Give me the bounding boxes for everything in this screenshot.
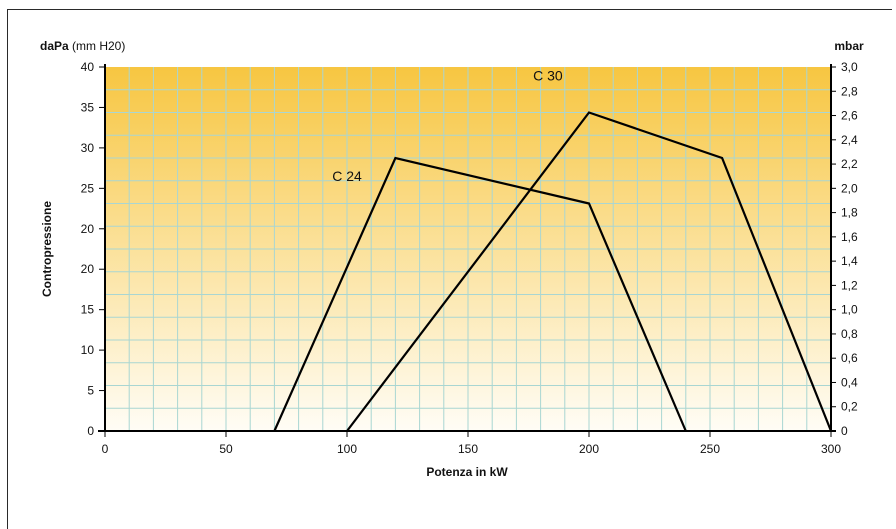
series-line-c-24 <box>273 156 687 432</box>
right-unit-label: mbar <box>834 39 864 53</box>
y-axis-title: Contropressione <box>40 201 54 297</box>
y-tick-label-right: 2,6 <box>841 109 858 123</box>
series-label-c-30: C 30 <box>533 68 563 84</box>
grid <box>105 67 831 431</box>
y-tick-label-right: 1,8 <box>841 206 858 220</box>
y-tick-label-right: 1,2 <box>841 278 858 292</box>
series-group: C 24 C 30 <box>273 68 833 432</box>
y-tick-label-right: 2,0 <box>841 181 858 195</box>
y-tick-label-right: 0,6 <box>841 351 858 365</box>
x-tick-label: 300 <box>821 442 841 456</box>
x-tick-label: 0 <box>102 442 109 456</box>
x-tick-label: 250 <box>700 442 720 456</box>
x-tick-label: 200 <box>579 442 599 456</box>
y-tick-label-left: 30 <box>81 141 95 155</box>
y-tick-label-left: 15 <box>81 303 95 317</box>
y-tick-label-right: 2,4 <box>841 133 858 147</box>
y-tick-label-right: 0,2 <box>841 400 858 414</box>
x-tick-label: 100 <box>337 442 357 456</box>
y-tick-label-right: 3,0 <box>841 60 858 74</box>
backpressure-chart: 0 5 10 15 20 20 25 30 35 40 0 0,2 0,4 0,6 0,8 1,0 1,2 1,4… <box>40 39 864 479</box>
axes: 0 5 10 15 20 20 25 30 35 40 0 0,2 0,4 0,6 0,8 1,0 1,2 1,4… <box>81 60 858 456</box>
y-tick-label-left: 20 <box>81 222 95 236</box>
left-unit-label: daPa (mm H20) <box>40 39 125 53</box>
y-tick-label-right: 1,6 <box>841 230 858 244</box>
y-tick-label-left: 20 <box>81 262 95 276</box>
chart-frame <box>7 9 892 529</box>
x-axis-title: Potenza in kW <box>426 465 508 479</box>
series-label-c-24: C 24 <box>332 168 362 184</box>
y-tick-label-left: 5 <box>87 384 94 398</box>
y-tick-label-right: 1,4 <box>841 254 858 268</box>
x-tick-label: 150 <box>458 442 478 456</box>
x-tick-label: 50 <box>219 442 233 456</box>
y-tick-label-right: 0 <box>841 424 848 438</box>
series-line-c-30 <box>346 111 833 432</box>
y-tick-label-left: 40 <box>81 60 95 74</box>
y-tick-label-left: 0 <box>87 424 94 438</box>
y-tick-label-left: 10 <box>81 343 95 357</box>
y-tick-label-right: 2,8 <box>841 84 858 98</box>
y-tick-label-left: 35 <box>81 100 95 114</box>
y-tick-label-right: 0,8 <box>841 327 858 341</box>
y-tick-label-right: 2,2 <box>841 157 858 171</box>
y-tick-label-right: 0,4 <box>841 375 858 389</box>
y-tick-label-left: 25 <box>81 181 95 195</box>
y-tick-label-right: 1,0 <box>841 303 858 317</box>
